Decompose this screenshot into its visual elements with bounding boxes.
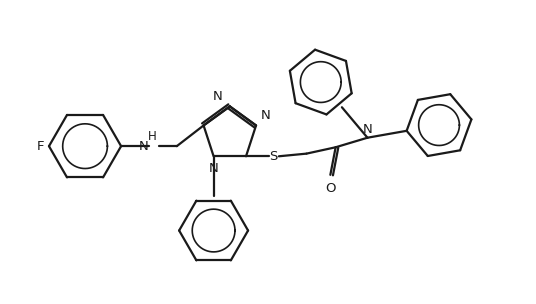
Text: N: N [213,90,223,103]
Text: F: F [37,140,44,153]
Text: N: N [209,162,219,174]
Text: H: H [148,130,157,143]
Text: N: N [261,109,271,122]
Text: O: O [325,182,336,195]
Text: N: N [362,123,373,136]
Text: N: N [138,140,148,153]
Text: S: S [270,150,278,163]
